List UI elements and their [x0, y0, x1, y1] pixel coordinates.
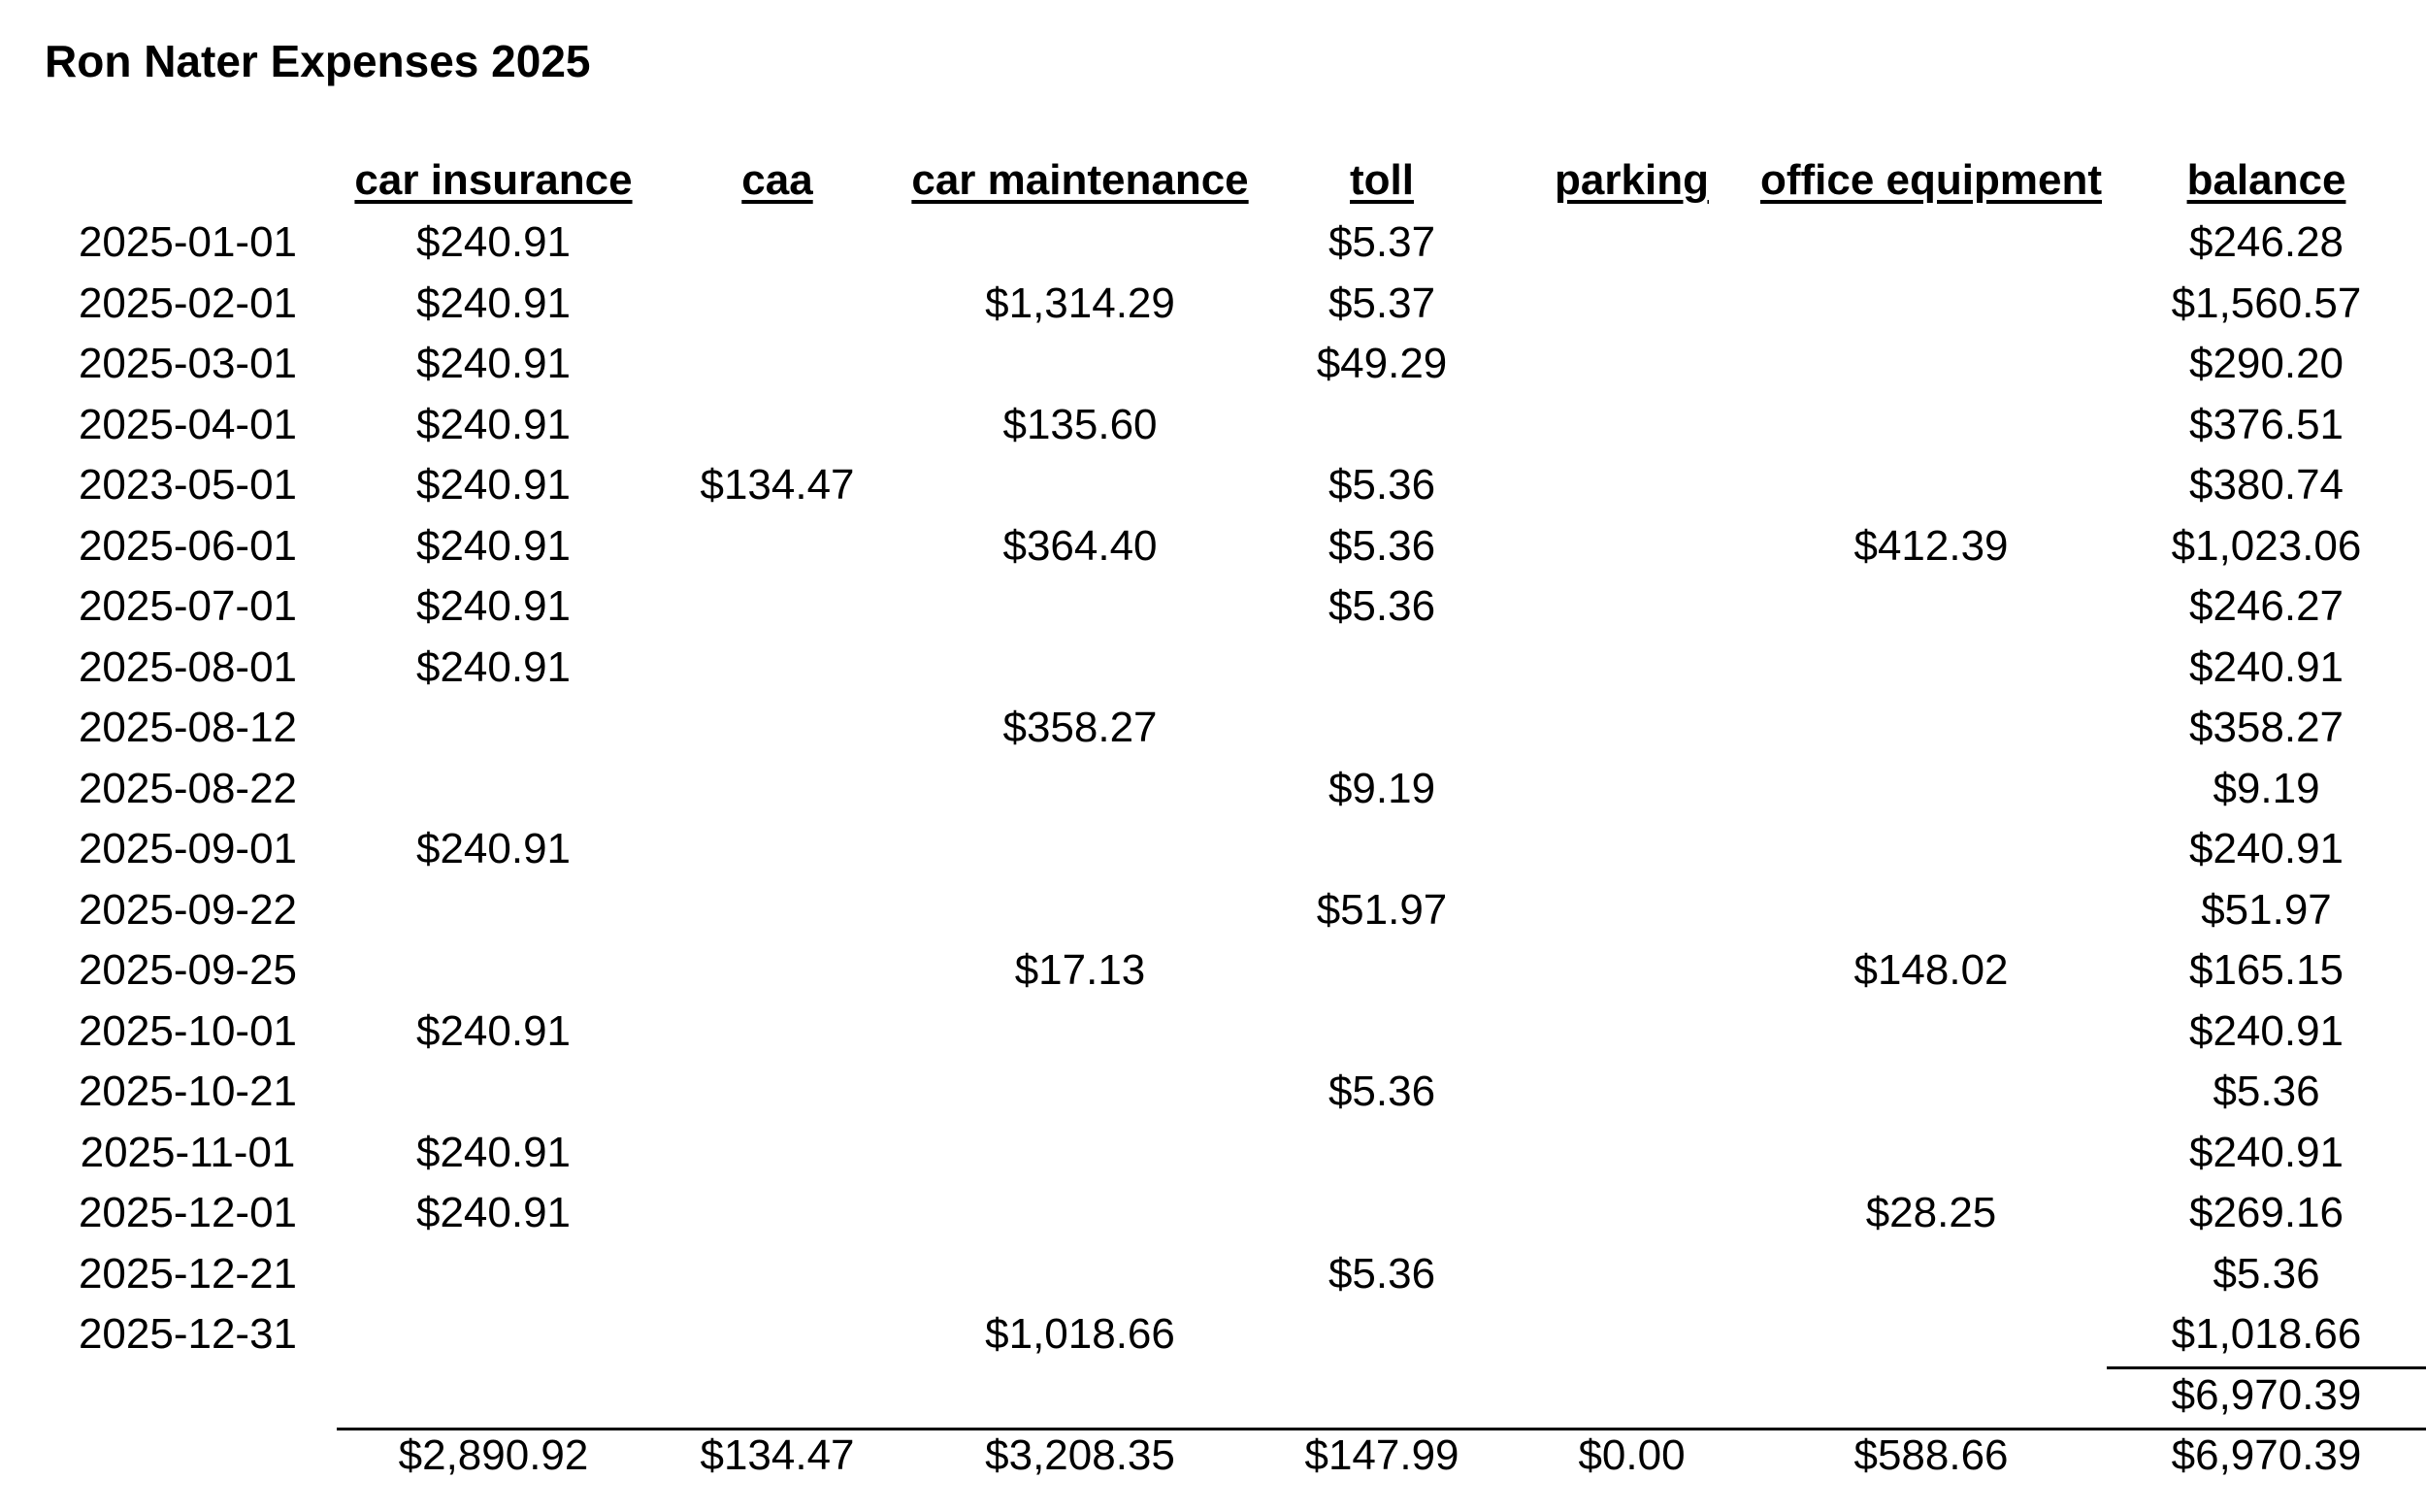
date-cell: 2025-10-01 [78, 1006, 298, 1055]
column-header: car maintenance [911, 156, 1249, 204]
amount-cell: $376.51 [2188, 400, 2344, 448]
amount-cell: $240.91 [2188, 825, 2344, 872]
date-cell: 2025-08-12 [78, 704, 298, 751]
amount-cell: $412.39 [1853, 521, 2009, 570]
amount-cell: $240.91 [415, 521, 572, 570]
subtotal-cell: $6,970.39 [2171, 1370, 2362, 1419]
date-cell: 2025-08-01 [78, 642, 298, 691]
amount-cell: $240.91 [415, 400, 572, 448]
amount-cell: $240.91 [415, 825, 572, 872]
amount-cell: $5.36 [1328, 582, 1436, 630]
total-cell: $134.47 [700, 1431, 855, 1479]
amount-cell: $1,023.06 [2171, 521, 2362, 570]
amount-cell: $240.91 [415, 279, 572, 327]
date-cell: 2025-09-25 [78, 946, 298, 994]
amount-cell: $240.91 [2188, 1006, 2344, 1055]
amount-cell: $290.20 [2188, 340, 2344, 387]
amount-cell: $5.36 [1328, 521, 1436, 570]
amount-cell: $246.28 [2188, 218, 2344, 266]
date-cell: 2025-07-01 [78, 582, 298, 630]
amount-cell: $240.91 [415, 1189, 572, 1236]
total-cell: $2,890.92 [398, 1431, 589, 1479]
subtotal-rule [2107, 1366, 2426, 1369]
amount-cell: $240.91 [2188, 1128, 2344, 1176]
amount-cell: $240.91 [415, 218, 572, 266]
amount-cell: $240.91 [415, 582, 572, 630]
amount-cell: $51.97 [1316, 885, 1448, 934]
date-cell: 2023-05-01 [78, 461, 298, 509]
sheet-title: Ron Nater Expenses 2025 [45, 36, 591, 86]
amount-cell: $9.19 [2213, 764, 2320, 812]
amount-cell: $240.91 [415, 340, 572, 387]
date-cell: 2025-02-01 [78, 279, 298, 327]
amount-cell: $5.36 [1328, 461, 1436, 509]
date-cell: 2025-12-21 [78, 1249, 298, 1298]
column-header: caa [741, 156, 813, 204]
amount-cell: $165.15 [2188, 946, 2344, 994]
amount-cell: $51.97 [2201, 885, 2332, 934]
amount-cell: $5.36 [1328, 1249, 1436, 1298]
column-header: toll [1350, 156, 1414, 204]
amount-cell: $358.27 [2188, 704, 2344, 751]
amount-cell: $240.91 [415, 1006, 572, 1055]
amount-cell: $1,018.66 [2171, 1310, 2362, 1358]
date-cell: 2025-08-22 [78, 764, 298, 812]
amount-cell: $240.91 [415, 1128, 572, 1176]
amount-cell: $5.36 [2213, 1249, 2320, 1298]
totals-rule [337, 1428, 2426, 1430]
amount-cell: $246.27 [2188, 582, 2344, 630]
amount-cell: $5.37 [1328, 279, 1436, 327]
amount-cell: $9.19 [1328, 764, 1436, 812]
date-cell: 2025-12-31 [78, 1310, 298, 1358]
total-cell: $0.00 [1578, 1431, 1686, 1479]
date-cell: 2025-03-01 [78, 340, 298, 387]
amount-cell: $1,560.57 [2171, 279, 2362, 327]
amount-cell: $28.25 [1865, 1189, 1997, 1236]
date-cell: 2025-10-21 [78, 1068, 298, 1115]
amount-cell: $148.02 [1853, 946, 2009, 994]
date-cell: 2025-06-01 [78, 521, 298, 570]
amount-cell: $5.36 [2213, 1068, 2320, 1115]
column-header: office equipment [1759, 156, 2103, 204]
column-header: balance [2186, 156, 2346, 204]
amount-cell: $5.37 [1328, 218, 1436, 266]
date-cell: 2025-09-22 [78, 885, 298, 934]
amount-cell: $49.29 [1316, 340, 1448, 387]
amount-cell: $240.91 [2188, 642, 2344, 691]
amount-cell: $1,314.29 [985, 279, 1175, 327]
total-cell: $588.66 [1853, 1431, 2009, 1479]
amount-cell: $358.27 [1002, 704, 1158, 751]
date-cell: 2025-12-01 [78, 1189, 298, 1236]
amount-cell: $240.91 [415, 642, 572, 691]
amount-cell: $240.91 [415, 461, 572, 509]
amount-cell: $269.16 [2188, 1189, 2344, 1236]
date-cell: 2025-01-01 [78, 218, 298, 266]
amount-cell: $5.36 [1328, 1068, 1436, 1115]
date-cell: 2025-11-01 [80, 1128, 296, 1176]
date-cell: 2025-04-01 [78, 400, 298, 448]
total-cell: $147.99 [1304, 1431, 1459, 1479]
date-cell: 2025-09-01 [78, 825, 298, 872]
amount-cell: $364.40 [1002, 521, 1158, 570]
total-cell: $6,970.39 [2171, 1431, 2362, 1479]
amount-cell: $380.74 [2188, 461, 2344, 509]
total-cell: $3,208.35 [985, 1431, 1175, 1479]
amount-cell: $17.13 [1014, 946, 1146, 994]
column-header: car insurance [354, 156, 633, 204]
amount-cell: $134.47 [700, 461, 855, 509]
amount-cell: $135.60 [1002, 400, 1158, 448]
amount-cell: $1,018.66 [985, 1310, 1175, 1358]
column-header: parking [1555, 156, 1709, 204]
